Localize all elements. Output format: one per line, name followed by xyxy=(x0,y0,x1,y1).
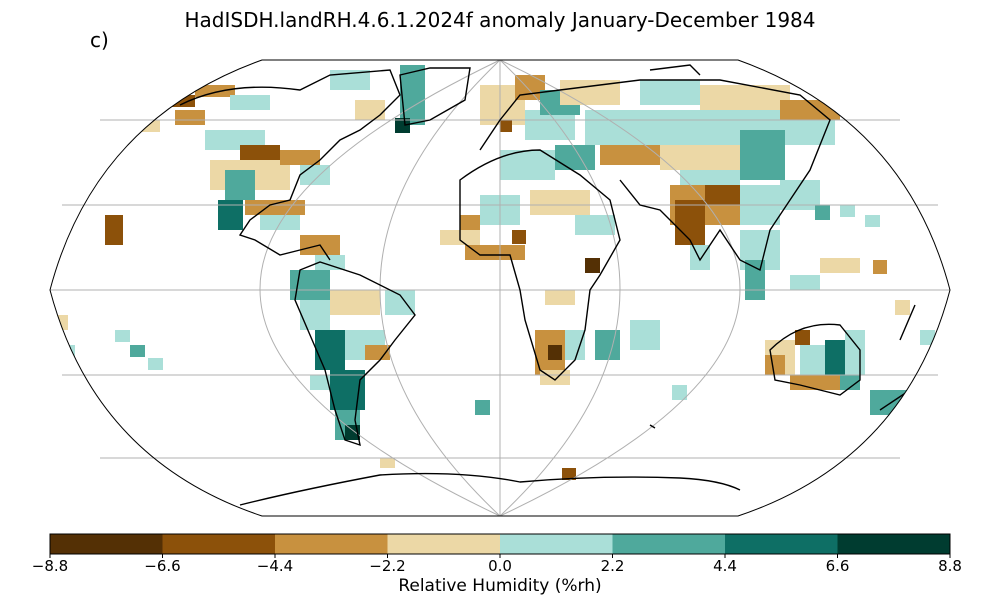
grid-cell xyxy=(130,345,145,357)
grid-cell xyxy=(540,370,570,385)
grid-cell xyxy=(585,258,600,273)
grid-cell xyxy=(740,130,785,180)
grid-cell xyxy=(873,260,887,274)
grid-cell xyxy=(475,400,490,415)
grid-cell xyxy=(290,270,330,300)
grid-cell xyxy=(230,95,270,110)
colorbar-tick-label: 0.0 xyxy=(488,557,512,575)
grid-cell xyxy=(845,330,865,375)
grid-cell xyxy=(315,330,345,370)
grid-cell xyxy=(148,358,163,370)
grid-cell xyxy=(330,290,380,315)
grid-cell xyxy=(300,300,330,330)
grid-cell xyxy=(562,468,576,480)
panel-label: c) xyxy=(90,28,109,52)
grid-cell xyxy=(800,345,825,375)
colorbar-segment xyxy=(387,534,501,554)
colorbar-tick-label: −2.2 xyxy=(369,557,406,575)
colorbar-segment xyxy=(275,534,388,554)
grid-cell xyxy=(460,215,480,230)
grid-cell xyxy=(745,260,765,300)
grid-cell xyxy=(630,320,660,350)
colorbar-tick-label: −6.6 xyxy=(144,557,181,575)
grid-cell xyxy=(300,165,330,185)
grid-cell xyxy=(500,120,512,132)
grid-cell xyxy=(465,245,525,260)
grid-cell xyxy=(790,375,840,390)
grid-cell xyxy=(50,315,68,330)
grid-cell xyxy=(672,385,687,400)
colorbar-tick-label: 6.6 xyxy=(825,557,850,575)
grid-cell xyxy=(895,300,910,315)
grid-cell xyxy=(310,375,330,390)
grid-cell xyxy=(512,230,526,244)
grid-cell xyxy=(240,145,280,160)
grid-cell xyxy=(795,330,810,345)
grid-cell xyxy=(840,205,855,217)
colorbar-tick-label: −8.8 xyxy=(31,557,69,575)
grid-cell xyxy=(575,215,615,235)
grid-cell xyxy=(640,80,700,105)
colorbar-segment xyxy=(500,534,613,554)
grid-cell xyxy=(60,345,75,357)
colorbar xyxy=(49,533,951,558)
graticule xyxy=(50,59,950,517)
grid-cell xyxy=(245,200,305,215)
grid-cell xyxy=(565,330,585,360)
grid-cell xyxy=(380,458,395,468)
colorbar-segment xyxy=(162,534,276,554)
colorbar-segment xyxy=(837,534,951,554)
grid-cell xyxy=(330,70,370,90)
grid-cell xyxy=(175,110,205,125)
grid-cell xyxy=(815,205,830,220)
map-title: HadISDH.landRH.4.6.1.2024f anomaly Janua… xyxy=(184,8,816,32)
colorbar-label: Relative Humidity (%rh) xyxy=(398,576,602,596)
grid-cell xyxy=(365,345,390,360)
coastlines xyxy=(179,64,916,506)
grid-cell xyxy=(280,150,320,165)
grid-cell xyxy=(675,200,705,245)
grid-cell xyxy=(920,330,935,345)
grid-cell xyxy=(660,145,740,170)
grid-cell xyxy=(700,85,790,110)
grid-cell xyxy=(385,290,415,315)
grid-cell xyxy=(705,185,740,205)
grid-cell xyxy=(395,118,410,133)
colorbar-tick-label: 4.4 xyxy=(713,557,737,575)
colorbar-segment xyxy=(725,534,838,554)
colorbar-tick-label: −4.4 xyxy=(256,557,294,575)
grid-cell xyxy=(600,145,660,165)
grid-cell xyxy=(315,255,345,270)
grid-cell xyxy=(595,330,620,360)
grid-cell xyxy=(545,290,575,305)
grid-cell xyxy=(820,258,860,273)
grid-cell xyxy=(840,375,860,390)
grid-cell xyxy=(105,215,123,245)
colorbar-segment xyxy=(612,534,726,554)
globe-outline xyxy=(49,59,951,517)
grid-cell xyxy=(865,215,880,227)
grid-cell xyxy=(530,190,590,215)
grid-cell xyxy=(225,170,255,200)
grid-cell xyxy=(195,85,235,97)
grid-cell xyxy=(680,170,740,185)
colorbar-tick-label: 8.8 xyxy=(938,557,962,575)
grid-cell xyxy=(330,370,365,410)
grid-cell xyxy=(115,330,130,342)
anomaly-grid xyxy=(50,65,935,480)
grid-cell xyxy=(790,275,820,290)
colorbar-tick-label: 2.2 xyxy=(600,557,625,575)
grid-cell xyxy=(355,100,385,120)
colorbar-segment xyxy=(50,534,163,554)
grid-cell xyxy=(548,345,562,360)
grid-cell xyxy=(825,340,845,375)
grid-cell xyxy=(765,355,785,375)
colorbar-tick-labels: −8.8 −6.6 −4.4 −2.2 0.0 2.2 4.4 6.6 8.8 xyxy=(0,557,1000,577)
